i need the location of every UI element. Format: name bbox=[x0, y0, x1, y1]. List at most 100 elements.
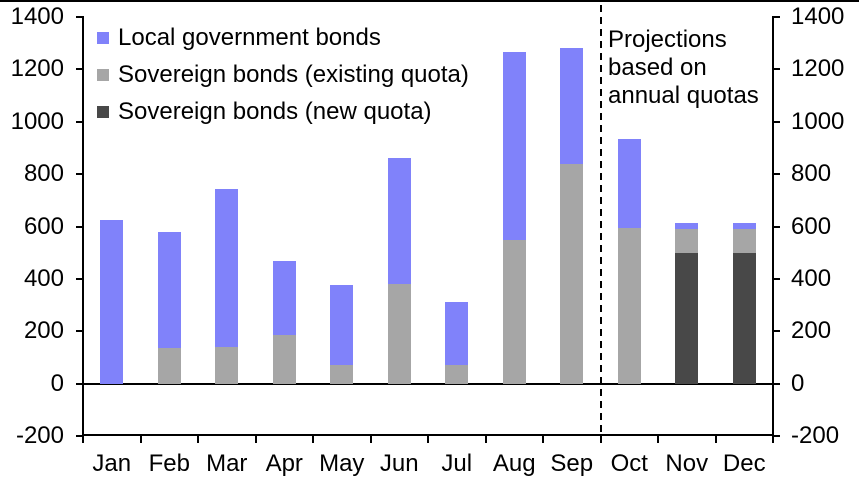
y-axis-label-right-600: 600 bbox=[791, 212, 832, 240]
y-axis-left-line bbox=[82, 16, 84, 437]
bar-aug-sovereign-bonds-existing-quota- bbox=[502, 239, 526, 384]
y-tick-left-1200 bbox=[76, 68, 83, 71]
x-axis-label-mar: Mar bbox=[206, 450, 248, 477]
y-tick-left-800 bbox=[76, 173, 83, 176]
legend-item-0: Local government bonds bbox=[97, 24, 469, 52]
y-axis-label-left-1200: 1200 bbox=[10, 55, 64, 83]
legend-label: Local government bonds bbox=[118, 24, 381, 51]
x-tick-12 bbox=[772, 436, 774, 443]
y-axis-label-right-0: 0 bbox=[791, 369, 805, 397]
projection-annotation: Projections based on annual quotas bbox=[608, 26, 759, 109]
bar-sep-sovereign-bonds-existing-quota- bbox=[560, 163, 584, 384]
bar-oct-local-government-bonds bbox=[617, 138, 641, 228]
x-tick-9 bbox=[599, 436, 602, 443]
bar-jun-sovereign-bonds-existing-quota- bbox=[387, 284, 411, 384]
x-tick-11 bbox=[714, 436, 717, 443]
legend-label: Sovereign bonds (new quota) bbox=[118, 98, 432, 125]
legend: Local government bonds Sovereign bonds (e… bbox=[97, 24, 469, 135]
x-axis-label-nov: Nov bbox=[665, 450, 709, 477]
y-axis-label-left-400: 400 bbox=[23, 264, 64, 292]
projection-divider-dashed-line bbox=[599, 5, 602, 436]
y-axis-label-left-1000: 1000 bbox=[10, 107, 64, 135]
y-tick-right-0 bbox=[773, 382, 780, 385]
x-axis-label-jul: Jul bbox=[441, 450, 473, 477]
x-axis-label-sep: Sep bbox=[550, 450, 594, 477]
bar-jan-local-government-bonds bbox=[100, 219, 124, 384]
bar-mar-sovereign-bonds-existing-quota- bbox=[215, 346, 239, 384]
x-tick-10 bbox=[657, 436, 659, 443]
x-axis-line bbox=[83, 434, 773, 436]
y-tick-left--200 bbox=[76, 435, 83, 437]
bar-jul-local-government-bonds bbox=[445, 302, 469, 366]
legend-item-2: Sovereign bonds (new quota) bbox=[97, 98, 469, 126]
bar-nov-sovereign-bonds-new-quota- bbox=[675, 252, 699, 384]
x-tick-1 bbox=[139, 436, 142, 443]
y-tick-left-0 bbox=[76, 382, 83, 385]
zero-line bbox=[83, 383, 773, 385]
y-axis-label-right-200: 200 bbox=[791, 317, 832, 345]
x-tick-0 bbox=[82, 436, 84, 443]
bar-nov-local-government-bonds bbox=[675, 222, 699, 230]
y-axis-label-right-800: 800 bbox=[791, 160, 832, 188]
bar-sep-local-government-bonds bbox=[560, 48, 584, 164]
x-axis-label-feb: Feb bbox=[148, 450, 190, 477]
bar-may-sovereign-bonds-existing-quota- bbox=[330, 365, 354, 384]
y-tick-right--200 bbox=[773, 435, 780, 437]
y-tick-left-200 bbox=[76, 330, 83, 333]
bar-oct-sovereign-bonds-existing-quota- bbox=[617, 227, 641, 384]
y-tick-right-1200 bbox=[773, 68, 780, 71]
y-axis-label-left--200: -200 bbox=[15, 422, 64, 449]
y-tick-left-1000 bbox=[76, 120, 83, 123]
y-axis-label-right-1000: 1000 bbox=[791, 107, 845, 135]
x-axis-label-oct: Oct bbox=[610, 450, 648, 477]
x-axis-label-may: May bbox=[319, 450, 365, 477]
legend-swatch-icon bbox=[97, 32, 109, 44]
y-tick-right-1400 bbox=[773, 16, 780, 18]
top-border bbox=[0, 0, 859, 2]
x-tick-3 bbox=[254, 436, 257, 443]
x-axis-label-jan: Jan bbox=[92, 450, 132, 477]
y-axis-label-left-600: 600 bbox=[23, 212, 64, 240]
bar-apr-local-government-bonds bbox=[272, 260, 296, 336]
bar-nov-sovereign-bonds-existing-quota- bbox=[675, 229, 699, 253]
bar-apr-sovereign-bonds-existing-quota- bbox=[272, 335, 296, 384]
y-axis-label-left-0: 0 bbox=[50, 369, 64, 397]
x-tick-7 bbox=[484, 436, 487, 443]
bar-aug-local-government-bonds bbox=[502, 52, 526, 240]
x-axis-label-dec: Dec bbox=[722, 450, 766, 477]
y-tick-right-1000 bbox=[773, 120, 780, 123]
y-tick-right-200 bbox=[773, 330, 780, 333]
legend-swatch-icon bbox=[97, 69, 109, 81]
y-tick-left-1400 bbox=[76, 16, 83, 18]
bar-dec-sovereign-bonds-new-quota- bbox=[732, 252, 756, 384]
y-axis-label-right--200: -200 bbox=[791, 422, 840, 449]
x-tick-2 bbox=[197, 436, 199, 443]
legend-swatch-icon bbox=[97, 106, 109, 118]
bar-may-local-government-bonds bbox=[330, 285, 354, 366]
x-axis-label-aug: Aug bbox=[492, 450, 536, 477]
y-axis-label-right-400: 400 bbox=[791, 264, 832, 292]
bar-feb-sovereign-bonds-existing-quota- bbox=[157, 348, 181, 384]
x-axis-label-apr: Apr bbox=[265, 450, 303, 477]
y-axis-label-left-800: 800 bbox=[23, 160, 64, 188]
y-tick-left-400 bbox=[76, 277, 83, 280]
y-axis-label-left-1400: 1400 bbox=[10, 3, 64, 30]
x-tick-5 bbox=[369, 436, 372, 443]
x-axis-label-jun: Jun bbox=[379, 450, 419, 477]
x-tick-6 bbox=[427, 436, 429, 443]
x-tick-8 bbox=[542, 436, 544, 443]
y-tick-right-600 bbox=[773, 225, 780, 228]
y-tick-right-800 bbox=[773, 173, 780, 176]
y-tick-right-400 bbox=[773, 277, 780, 280]
bar-jul-sovereign-bonds-existing-quota- bbox=[445, 365, 469, 384]
y-axis-label-right-1400: 1400 bbox=[791, 3, 845, 30]
bar-dec-sovereign-bonds-existing-quota- bbox=[732, 229, 756, 253]
bar-jun-local-government-bonds bbox=[387, 158, 411, 285]
bar-dec-local-government-bonds bbox=[732, 222, 756, 230]
bar-mar-local-government-bonds bbox=[215, 188, 239, 347]
y-tick-left-600 bbox=[76, 225, 83, 228]
x-tick-4 bbox=[312, 436, 314, 443]
bar-feb-local-government-bonds bbox=[157, 231, 181, 349]
legend-item-1: Sovereign bonds (existing quota) bbox=[97, 61, 469, 89]
